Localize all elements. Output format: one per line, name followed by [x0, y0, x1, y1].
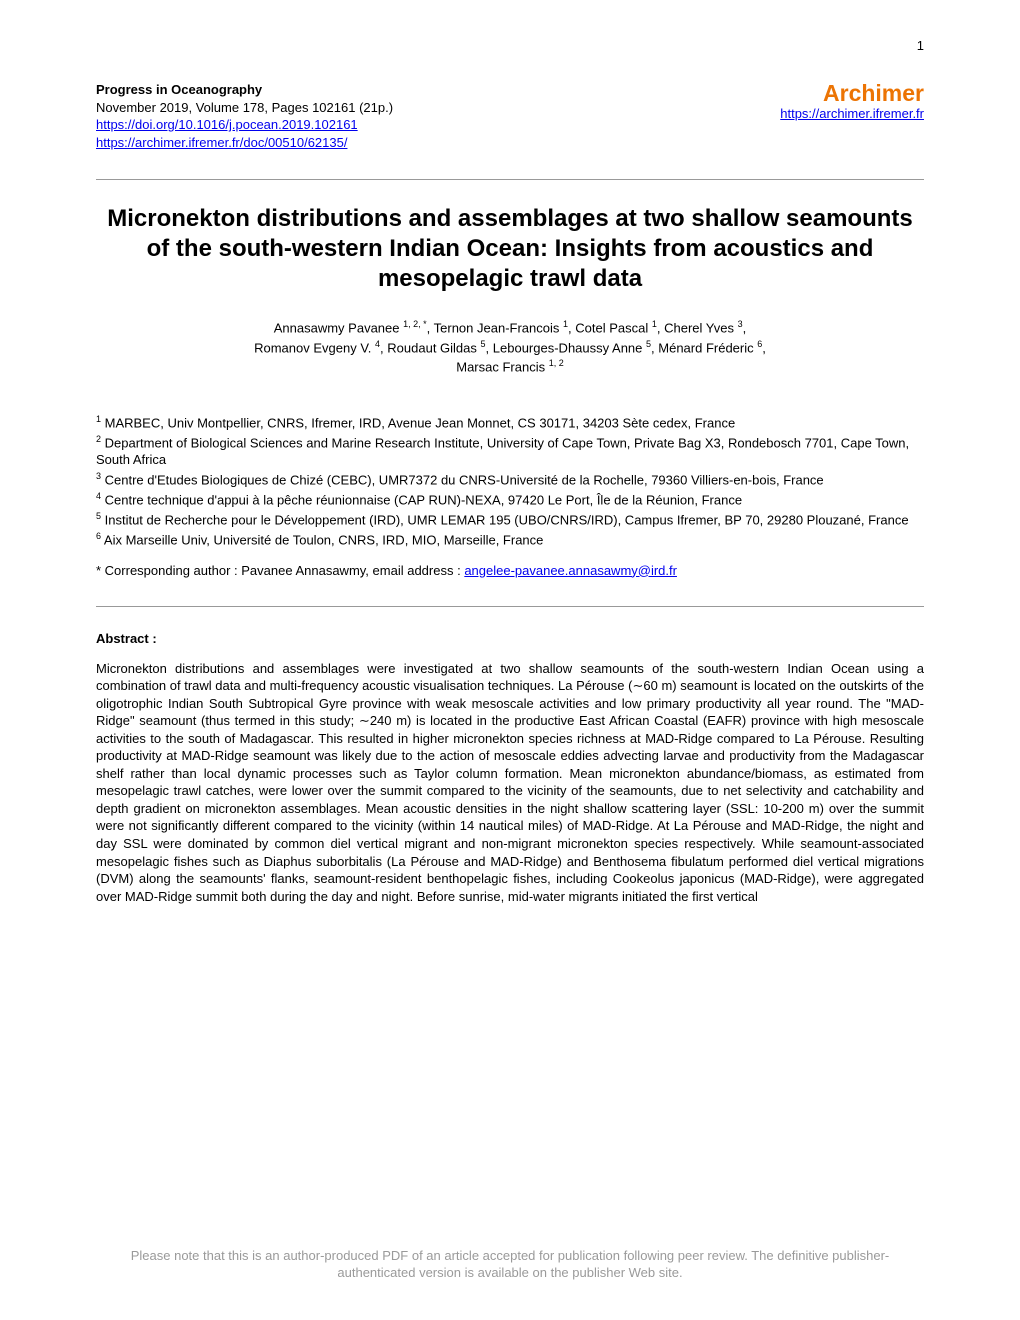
- correspondence-prefix: * Corresponding author : Pavanee Annasaw…: [96, 563, 464, 578]
- abstract-heading: Abstract :: [96, 631, 924, 646]
- authors: Annasawmy Pavanee 1, 2, *, Ternon Jean-F…: [96, 318, 924, 377]
- author-8-sup: 6: [757, 339, 762, 349]
- author-3: Cotel Pascal: [575, 321, 648, 336]
- archimer-link[interactable]: https://archimer.ifremer.fr: [780, 106, 924, 121]
- page: 1 Progress in Oceanography November 2019…: [0, 0, 1020, 1320]
- author-5-sup: 4: [375, 339, 380, 349]
- journal-block: Progress in Oceanography November 2019, …: [96, 81, 393, 151]
- journal-name: Progress in Oceanography: [96, 81, 393, 99]
- affiliation-6: Aix Marseille Univ, Université de Toulon…: [101, 532, 543, 547]
- section-divider-2: [96, 606, 924, 607]
- archimer-title: Archimer: [780, 81, 924, 106]
- author-4-sup: 3: [738, 319, 743, 329]
- paper-title: Micronekton distributions and assemblage…: [96, 204, 924, 294]
- abstract-body: Micronekton distributions and assemblage…: [96, 660, 924, 906]
- author-4: Cherel Yves: [664, 321, 734, 336]
- author-3-sup: 1: [652, 319, 657, 329]
- author-5: Romanov Evgeny V.: [254, 340, 371, 355]
- author-6: Roudaut Gildas: [387, 340, 477, 355]
- author-6-sup: 5: [481, 339, 486, 349]
- doi-link[interactable]: https://doi.org/10.1016/j.pocean.2019.10…: [96, 117, 358, 132]
- affiliation-5: Institut de Recherche pour le Développem…: [101, 512, 909, 527]
- correspondence: * Corresponding author : Pavanee Annasaw…: [96, 563, 924, 578]
- author-7-sup: 5: [646, 339, 651, 349]
- author-1-sup: 1, 2, *: [403, 319, 427, 329]
- affiliation-3: Centre d'Etudes Biologiques de Chizé (CE…: [101, 472, 824, 487]
- author-1: Annasawmy Pavanee: [274, 321, 400, 336]
- affiliation-1: MARBEC, Univ Montpellier, CNRS, Ifremer,…: [101, 415, 735, 430]
- section-divider: [96, 179, 924, 180]
- affiliations: 1 MARBEC, Univ Montpellier, CNRS, Ifreme…: [96, 413, 924, 549]
- page-number: 1: [96, 38, 924, 53]
- author-2-sup: 1: [563, 319, 568, 329]
- archimer-block: Archimer https://archimer.ifremer.fr: [780, 81, 924, 121]
- journal-issue: November 2019, Volume 178, Pages 102161 …: [96, 99, 393, 117]
- affiliation-2: Department of Biological Sciences and Ma…: [96, 435, 909, 468]
- archimer-doc-link[interactable]: https://archimer.ifremer.fr/doc/00510/62…: [96, 135, 347, 150]
- footer-note: Please note that this is an author-produ…: [96, 1248, 924, 1282]
- correspondence-email[interactable]: angelee-pavanee.annasawmy@ird.fr: [464, 563, 677, 578]
- author-9: Marsac Francis: [456, 360, 545, 375]
- author-8: Ménard Fréderic: [658, 340, 753, 355]
- affiliation-4: Centre technique d'appui à la pêche réun…: [101, 492, 742, 507]
- author-7: Lebourges-Dhaussy Anne: [493, 340, 643, 355]
- author-9-sup: 1, 2: [549, 358, 564, 368]
- header-row: Progress in Oceanography November 2019, …: [96, 81, 924, 151]
- author-2: Ternon Jean-Francois: [434, 321, 560, 336]
